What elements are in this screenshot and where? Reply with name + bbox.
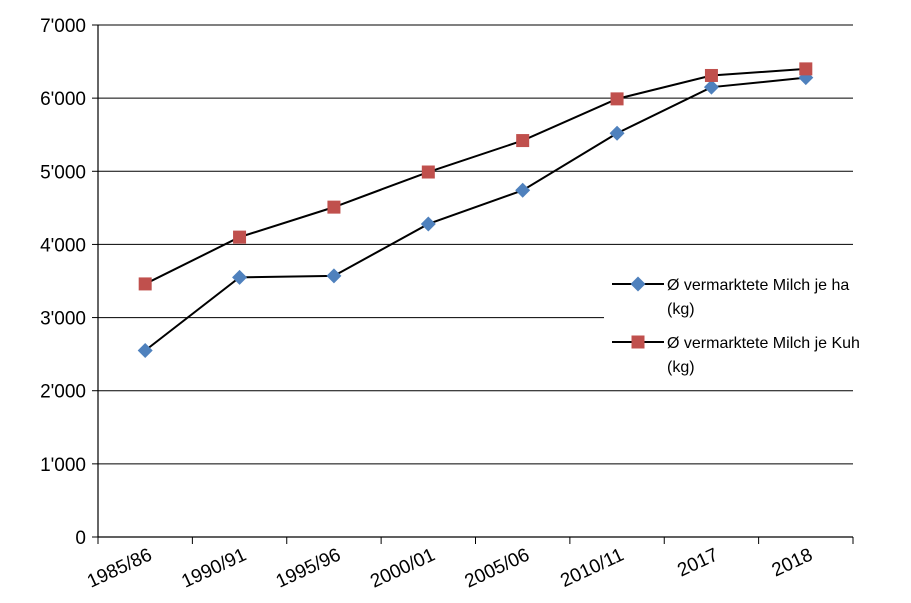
y-tick-label: 0	[75, 528, 86, 549]
legend-marker	[631, 335, 645, 349]
y-tick-label: 7'000	[40, 16, 86, 37]
data-point	[327, 200, 341, 214]
data-point	[609, 125, 625, 141]
x-tick-label: 2018	[769, 544, 816, 581]
x-tick-label: 1985/86	[84, 544, 155, 592]
y-tick-label: 3'000	[40, 309, 86, 330]
y-tick-label: 1'000	[40, 455, 86, 476]
series-1	[137, 70, 814, 358]
series-line	[144, 76, 806, 352]
data-point	[610, 92, 624, 106]
x-tick-label: 2010/11	[557, 544, 627, 591]
data-point	[516, 134, 530, 148]
x-tick-label: 2000/01	[367, 544, 438, 592]
legend-background	[604, 262, 904, 380]
data-point	[420, 216, 436, 232]
y-tick-label: 4'000	[40, 235, 86, 256]
legend-marker	[630, 276, 646, 292]
series-line	[144, 67, 806, 285]
series-layer	[137, 62, 814, 358]
y-tick-label: 2'000	[40, 382, 86, 403]
legend: Ø vermarktete Milch je ha (kg) Ø vermarkte…	[604, 262, 904, 380]
data-point	[137, 342, 153, 358]
data-point	[232, 269, 248, 285]
legend-label: (kg)	[667, 359, 695, 376]
x-axis-ticks: 1985/86 1990/91 1995/96 2000/01 2005/06 2010/…	[84, 537, 854, 593]
data-point	[704, 68, 718, 82]
y-axis-ticks: 0 1'000 2'000 3'000 4'000 5'000 6'000 7'000	[40, 16, 98, 549]
x-tick-label: 1990/91	[179, 544, 250, 592]
y-tick-label: 5'000	[40, 162, 86, 183]
legend-label: (kg)	[667, 301, 695, 318]
data-point	[703, 79, 719, 95]
data-point	[421, 165, 435, 179]
data-point	[233, 230, 247, 244]
data-point	[138, 277, 152, 291]
grid-lines	[98, 24, 853, 465]
x-tick-label: 2017	[674, 544, 721, 581]
data-point	[326, 268, 342, 284]
x-tick-label: 2005/06	[462, 544, 533, 592]
legend-label: Ø vermarktete Milch je Kuh	[667, 335, 860, 352]
series-2	[138, 62, 813, 291]
data-point	[515, 182, 531, 198]
legend-label: Ø vermarktete Milch je ha	[667, 277, 849, 294]
data-point	[799, 62, 813, 76]
y-tick-label: 6'000	[40, 89, 86, 110]
x-tick-label: 1995/96	[273, 544, 344, 592]
